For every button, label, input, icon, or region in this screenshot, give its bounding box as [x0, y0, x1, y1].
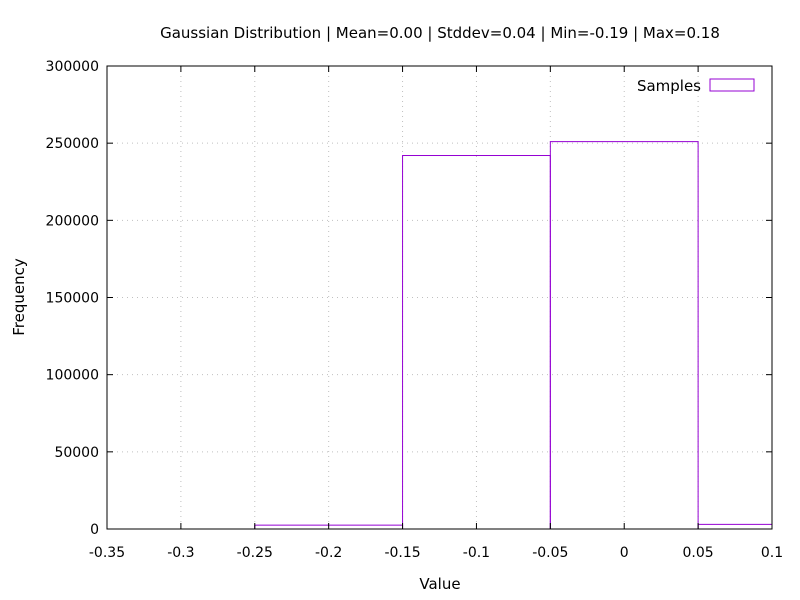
x-tick-label: 0.1 [761, 545, 783, 561]
x-tick-label: -0.2 [315, 545, 342, 561]
y-tick-label: 250000 [46, 136, 99, 152]
histogram-bar [697, 523, 773, 530]
x-tick-label: -0.1 [463, 545, 490, 561]
legend-swatch [709, 78, 755, 92]
grid-lines [107, 66, 772, 529]
x-tick-label: -0.35 [89, 545, 125, 561]
x-tick-label: -0.05 [532, 545, 568, 561]
y-tick-label: 100000 [46, 368, 99, 384]
x-tick-label: -0.25 [237, 545, 273, 561]
x-axis-label: Value [419, 575, 460, 593]
y-tick-label: 300000 [46, 59, 99, 75]
legend: Samples [637, 77, 755, 95]
histogram-bars [254, 141, 773, 530]
y-tick-label: 150000 [46, 291, 99, 307]
chart-title: Gaussian Distribution | Mean=0.00 | Stdd… [160, 24, 720, 42]
x-tick-label: 0.05 [683, 545, 714, 561]
legend-label: Samples [637, 77, 701, 95]
y-tick-label: 50000 [54, 445, 99, 461]
y-tick-label: 0 [90, 522, 99, 538]
x-tick-label: -0.3 [167, 545, 194, 561]
histogram-bar [549, 141, 699, 530]
y-axis-label: Frequency [10, 258, 28, 336]
x-tick-label: -0.15 [384, 545, 420, 561]
x-tick-label: 0 [620, 545, 629, 561]
y-tick-label: 200000 [46, 213, 99, 229]
axis-ticks: -0.35 -0.3 -0.25 -0.2 -0.15 -0.1 -0.05 0 0.05 0.1… [46, 59, 784, 561]
